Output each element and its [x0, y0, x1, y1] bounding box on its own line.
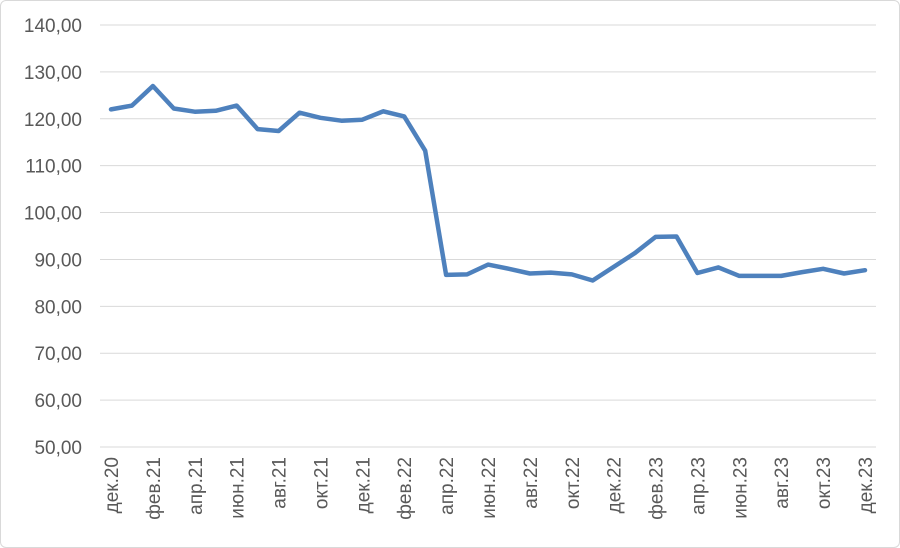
- y-tick-label: 90,00: [34, 250, 82, 271]
- x-tick-label: дек.20: [102, 457, 123, 513]
- x-tick-label: окт.23: [814, 457, 835, 509]
- x-tick-label: июн.23: [730, 457, 751, 519]
- x-axis-tick-labels: дек.20 фев.21 апр.21 июн.21 авг.21 окт.21 дек.…: [102, 457, 877, 520]
- x-tick-label: дек.22: [605, 457, 626, 513]
- x-tick-label: апр.23: [688, 457, 709, 515]
- x-tick-label: апр.21: [186, 457, 207, 515]
- y-tick-label: 110,00: [25, 157, 82, 178]
- y-tick-label: 50,00: [34, 438, 82, 459]
- y-tick-label: 70,00: [34, 344, 82, 365]
- y-tick-label: 120,00: [24, 110, 82, 131]
- y-tick-label: 140,00: [24, 16, 82, 37]
- y-axis-tick-labels: 50,00 60,00 70,00 80,00 90,00 100,00 110,00 120…: [24, 16, 82, 459]
- y-tick-label: 60,00: [34, 391, 82, 412]
- x-tick-label: фев.21: [144, 457, 165, 520]
- series-line: [108, 83, 868, 283]
- x-tick-label: авг.21: [270, 457, 291, 509]
- x-tick-label: дек.21: [353, 457, 374, 513]
- y-tick-label: 80,00: [34, 297, 82, 318]
- y-tick-label: 100,00: [24, 204, 82, 225]
- x-tick-label: окт.21: [311, 457, 332, 509]
- gridlines: [100, 24, 876, 448]
- x-tick-label: фев.22: [395, 457, 416, 520]
- y-tick-label: 130,00: [24, 63, 82, 84]
- x-tick-label: авг.22: [521, 457, 542, 509]
- x-tick-label: июн.22: [479, 457, 500, 519]
- x-tick-label: фев.23: [647, 457, 668, 520]
- x-tick-label: июн.21: [228, 457, 249, 519]
- x-tick-label: дек.23: [856, 457, 877, 513]
- x-tick-label: авг.23: [772, 457, 793, 509]
- x-tick-label: апр.22: [437, 457, 458, 515]
- series: [108, 83, 868, 283]
- x-tick-label: окт.22: [563, 457, 584, 509]
